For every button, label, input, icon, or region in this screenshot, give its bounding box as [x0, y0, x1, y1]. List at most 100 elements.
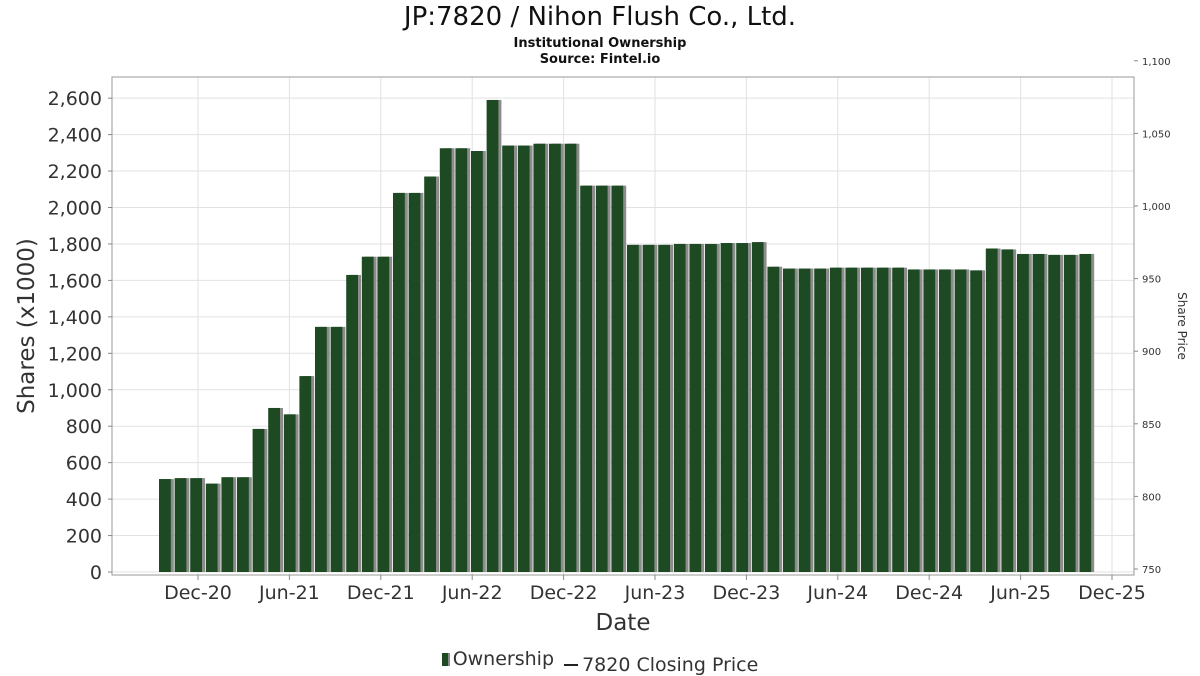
- y2-tick-label: 800: [1142, 492, 1161, 503]
- y-axis-label: Shares (x1000): [14, 238, 40, 414]
- ownership-bar[interactable]: [502, 145, 514, 572]
- ownership-bar[interactable]: [985, 248, 998, 572]
- ownership-bar[interactable]: [564, 143, 577, 572]
- x-tick-label: Dec-21: [347, 582, 415, 604]
- x-tick-label: Jun-25: [989, 582, 1051, 604]
- y2-tick-label: 950: [1142, 275, 1161, 286]
- ownership-bar[interactable]: [252, 428, 265, 572]
- ownership-bar[interactable]: [705, 243, 717, 572]
- y-tick-label: 2,600: [48, 88, 102, 110]
- legend: Ownership 7820 Closing Price: [0, 648, 1200, 676]
- ownership-bar[interactable]: [549, 143, 561, 572]
- ownership-bar[interactable]: [954, 269, 967, 572]
- ownership-bar[interactable]: [159, 479, 171, 572]
- ownership-bar[interactable]: [1032, 253, 1045, 572]
- y2-tick-label: 850: [1142, 420, 1161, 431]
- ownership-bar[interactable]: [658, 244, 670, 572]
- ownership-bar[interactable]: [783, 268, 795, 572]
- y-tick-label: 2,000: [48, 198, 102, 220]
- ownership-bar[interactable]: [1079, 253, 1092, 572]
- y2-tick-label: 1,000: [1142, 202, 1171, 213]
- ownership-bar[interactable]: [829, 267, 842, 572]
- legend-item-price[interactable]: 7820 Closing Price: [564, 654, 758, 676]
- ownership-bar[interactable]: [861, 267, 873, 572]
- ownership-bar[interactable]: [471, 151, 483, 572]
- ownership-bar[interactable]: [814, 268, 826, 572]
- ownership-bar[interactable]: [424, 176, 436, 572]
- ownership-bar[interactable]: [315, 326, 327, 572]
- ownership-bar[interactable]: [689, 243, 702, 572]
- ownership-swatch: [441, 652, 450, 666]
- x-tick-label: Dec-24: [895, 582, 963, 604]
- legend-item-ownership[interactable]: Ownership: [441, 648, 555, 670]
- ownership-bar[interactable]: [205, 483, 218, 572]
- ownership-bar[interactable]: [190, 478, 202, 572]
- ownership-bar[interactable]: [892, 267, 904, 572]
- ownership-bar[interactable]: [221, 477, 234, 572]
- ownership-bar[interactable]: [533, 143, 546, 572]
- ownership-bar[interactable]: [876, 267, 889, 572]
- y-tick-label: 0: [90, 562, 102, 584]
- ownership-bar[interactable]: [923, 269, 936, 572]
- y2-tick-label: 1,050: [1142, 129, 1171, 140]
- ownership-bar[interactable]: [673, 243, 686, 572]
- ownership-bar[interactable]: [361, 256, 374, 572]
- ownership-bar[interactable]: [283, 414, 296, 572]
- legend-label-ownership: Ownership: [452, 648, 555, 670]
- right-axis-ticks: 7508008509009501,0001,0501,1001,1501,200…: [1134, 57, 1171, 576]
- chart-title: JP:7820 / Nihon Flush Co., Ltd.: [403, 2, 797, 32]
- ownership-bar[interactable]: [907, 269, 920, 572]
- ownership-bar[interactable]: [299, 376, 312, 572]
- ownership-bar[interactable]: [627, 244, 639, 572]
- ownership-bar[interactable]: [939, 269, 951, 572]
- ownership-bar[interactable]: [346, 274, 358, 572]
- ownership-bar[interactable]: [580, 185, 592, 572]
- ownership-bar[interactable]: [174, 478, 187, 572]
- ownership-bar[interactable]: [455, 148, 468, 573]
- ownership-bar[interactable]: [408, 192, 421, 573]
- ownership-bar[interactable]: [486, 99, 499, 572]
- ownership-bar[interactable]: [377, 256, 390, 572]
- x-axis-label: Date: [596, 610, 651, 636]
- y-tick-label: 1,000: [48, 380, 102, 402]
- ownership-bar[interactable]: [1048, 254, 1060, 572]
- y2-tick-label: 900: [1142, 347, 1161, 358]
- ownership-bar[interactable]: [517, 145, 530, 572]
- ownership-bar[interactable]: [720, 243, 733, 572]
- x-tick-label: Dec-25: [1078, 582, 1146, 604]
- ownership-chart: 0 200 400 600 800 1,000 1,200 1,400 1,600 1,800 2,…: [14, 57, 1189, 636]
- ownership-bar[interactable]: [268, 407, 280, 572]
- ownership-bar[interactable]: [1001, 249, 1014, 573]
- ownership-bar[interactable]: [330, 326, 343, 572]
- y2-tick-label: 750: [1142, 565, 1161, 576]
- ownership-bar[interactable]: [845, 267, 858, 572]
- x-tick-label: Jun-22: [441, 582, 503, 604]
- price-swatch: [564, 663, 579, 666]
- legend-label-price: 7820 Closing Price: [582, 653, 759, 676]
- ownership-bar[interactable]: [642, 244, 655, 572]
- ownership-bar[interactable]: [1017, 253, 1029, 572]
- ownership-bar[interactable]: [237, 477, 249, 572]
- x-axis-ticks: Dec-20 Jun-21 Dec-21 Jun-22 Dec-22 Jun-23 Dec-…: [164, 575, 1146, 604]
- ownership-bar[interactable]: [970, 270, 982, 572]
- x-tick-label: Jun-23: [624, 582, 686, 604]
- ownership-bar[interactable]: [595, 185, 608, 572]
- y-tick-label: 1,800: [48, 234, 102, 256]
- ownership-bar[interactable]: [767, 266, 780, 572]
- ownership-bar[interactable]: [611, 185, 624, 572]
- left-axis-ticks: 0 200 400 600 800 1,000 1,200 1,400 1,600 1,800 2,…: [48, 88, 112, 584]
- ownership-bar[interactable]: [1063, 254, 1076, 572]
- y-tick-label: 1,600: [48, 270, 102, 292]
- x-tick-label: Dec-20: [164, 582, 232, 604]
- ownership-bar[interactable]: [736, 243, 748, 572]
- ownership-bar[interactable]: [751, 242, 764, 572]
- x-tick-label: Dec-22: [530, 582, 598, 604]
- x-tick-label: Jun-24: [806, 582, 868, 604]
- ownership-bar[interactable]: [798, 268, 811, 572]
- x-tick-label: Jun-21: [258, 582, 320, 604]
- ownership-bars: [159, 99, 1095, 573]
- y-tick-label: 600: [66, 453, 102, 475]
- y-tick-label: 200: [66, 526, 102, 548]
- ownership-bar[interactable]: [393, 192, 405, 573]
- ownership-bar[interactable]: [439, 148, 452, 573]
